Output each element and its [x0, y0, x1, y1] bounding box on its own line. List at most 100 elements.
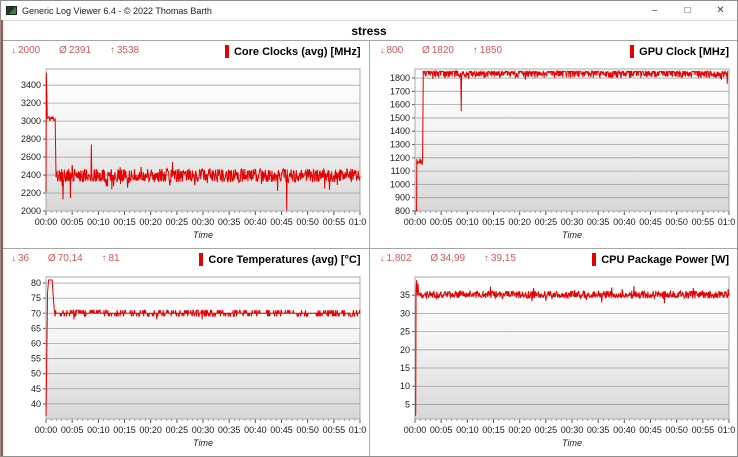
svg-text:00:50: 00:50 [296, 217, 319, 227]
svg-text:Time: Time [562, 230, 582, 240]
svg-text:00:25: 00:25 [534, 425, 557, 435]
legend-color-marker [592, 253, 597, 266]
stat-avg-value: 70,14 [57, 253, 83, 264]
chart-plot-area[interactable]: 800 900 1000 1100 1200 1300 1400 1500 1600 1700 18… [371, 63, 737, 247]
svg-text:25: 25 [399, 327, 409, 337]
max-arrow-icon: ↑ [483, 253, 489, 264]
chart-plot-area[interactable]: 5 10 15 20 25 30 35 00:00 00:05 00:10 00:15 00:20 00… [371, 271, 737, 455]
svg-text:01:00: 01:00 [717, 217, 734, 227]
avg-icon: Ø [59, 45, 67, 56]
svg-text:1500: 1500 [389, 113, 409, 123]
chart-grid: ↓ 2000 Ø 2391 ↑ 3538 Core Clocks (avg) [MHz… [1, 40, 737, 456]
svg-text:35: 35 [399, 290, 409, 300]
svg-text:65: 65 [31, 323, 41, 333]
svg-text:00:20: 00:20 [139, 425, 162, 435]
max-arrow-icon: ↑ [101, 253, 107, 264]
chart-stats: ↓ 2000 Ø 2391 ↑ 3538 [11, 45, 155, 56]
chart-plot-area[interactable]: 40 45 50 55 60 65 70 75 80 00:00 00:05 00:10 00:15 00… [2, 271, 368, 455]
svg-text:00:05: 00:05 [429, 217, 452, 227]
svg-text:00:00: 00:00 [403, 425, 426, 435]
svg-text:75: 75 [31, 293, 41, 303]
app-icon [6, 6, 17, 15]
svg-text:00:35: 00:35 [218, 425, 241, 435]
stat-min: ↓ 1,802 [380, 253, 412, 264]
svg-text:60: 60 [31, 338, 41, 348]
svg-text:2000: 2000 [21, 206, 41, 216]
chart-legend: GPU Clock [MHz] [630, 45, 729, 58]
maximize-button[interactable]: □ [684, 5, 691, 16]
svg-text:00:15: 00:15 [482, 425, 505, 435]
min-arrow-icon: ↓ [379, 45, 385, 56]
max-arrow-icon: ↑ [109, 45, 115, 56]
svg-text:1400: 1400 [389, 126, 409, 136]
stat-avg-value: 34,99 [440, 253, 466, 264]
min-arrow-icon: ↓ [379, 253, 385, 264]
legend-label: CPU Package Power [W] [601, 253, 729, 266]
close-button[interactable]: ✕ [716, 5, 725, 16]
svg-text:00:30: 00:30 [560, 217, 583, 227]
stat-max-value: 81 [108, 253, 120, 264]
avg-icon: Ø [47, 253, 56, 264]
svg-text:00:35: 00:35 [586, 217, 609, 227]
svg-text:00:35: 00:35 [586, 425, 609, 435]
svg-text:1000: 1000 [389, 179, 409, 189]
stat-max: ↑ 1850 [473, 45, 502, 56]
window-title: Generic Log Viewer 6.4 - © 2022 Thomas B… [22, 5, 212, 16]
legend-label: GPU Clock [MHz] [639, 45, 729, 58]
svg-text:01:00: 01:00 [349, 425, 366, 435]
svg-text:01:00: 01:00 [349, 217, 366, 227]
chart-panel-gpu-clock: ↓ 800 Ø 1820 ↑ 1850 GPU Clock [MHz] 800 900 1… [369, 41, 737, 248]
svg-text:00:40: 00:40 [613, 217, 636, 227]
stat-avg-value: 1820 [431, 45, 454, 56]
title-bar[interactable]: Generic Log Viewer 6.4 - © 2022 Thomas B… [1, 1, 737, 21]
svg-text:50: 50 [31, 369, 41, 379]
svg-text:00:00: 00:00 [35, 217, 58, 227]
svg-text:Time: Time [562, 438, 582, 448]
svg-text:00:35: 00:35 [218, 217, 241, 227]
svg-text:00:15: 00:15 [113, 425, 136, 435]
svg-text:00:55: 00:55 [691, 217, 714, 227]
svg-text:2200: 2200 [21, 188, 41, 198]
chart-stats: ↓ 800 Ø 1820 ↑ 1850 [380, 45, 519, 56]
svg-text:00:10: 00:10 [456, 217, 479, 227]
stat-max: ↑ 3538 [110, 45, 139, 56]
svg-text:30: 30 [399, 308, 409, 318]
svg-text:00:40: 00:40 [244, 217, 267, 227]
svg-text:1700: 1700 [389, 86, 409, 96]
svg-text:00:20: 00:20 [139, 217, 162, 227]
minimize-button[interactable]: – [651, 5, 658, 16]
stat-min-value: 1,802 [386, 253, 412, 264]
svg-text:00:45: 00:45 [639, 425, 662, 435]
legend-label: Core Temperatures (avg) [°C] [208, 253, 361, 266]
log-title-text: stress [351, 24, 387, 38]
stat-max-value: 39,15 [490, 253, 516, 264]
svg-text:00:25: 00:25 [166, 425, 189, 435]
stat-max-value: 3538 [116, 45, 140, 56]
svg-text:45: 45 [31, 384, 41, 394]
svg-text:1800: 1800 [389, 73, 409, 83]
svg-text:00:05: 00:05 [61, 217, 84, 227]
chart-plot-area[interactable]: 2000 2200 2400 2600 2800 3000 3200 3400 00:00 00:… [2, 63, 368, 247]
svg-text:2600: 2600 [21, 152, 41, 162]
svg-text:70: 70 [31, 308, 41, 318]
svg-text:00:15: 00:15 [113, 217, 136, 227]
stat-avg: Ø 34,99 [430, 253, 465, 264]
svg-text:2800: 2800 [21, 134, 41, 144]
svg-text:00:20: 00:20 [508, 425, 531, 435]
svg-text:1300: 1300 [389, 140, 409, 150]
chart-stats: ↓ 36 Ø 70,14 ↑ 81 [11, 253, 136, 264]
svg-text:1200: 1200 [389, 153, 409, 163]
svg-text:40: 40 [31, 399, 41, 409]
svg-text:20: 20 [399, 345, 409, 355]
svg-text:00:30: 00:30 [560, 425, 583, 435]
svg-text:00:10: 00:10 [87, 217, 110, 227]
svg-text:00:45: 00:45 [270, 425, 293, 435]
svg-text:3400: 3400 [21, 80, 41, 90]
stat-max-value: 1850 [479, 45, 503, 56]
svg-text:00:00: 00:00 [403, 217, 426, 227]
stat-min: ↓ 800 [380, 45, 404, 56]
svg-text:00:00: 00:00 [35, 425, 58, 435]
svg-text:00:55: 00:55 [691, 425, 714, 435]
max-arrow-icon: ↑ [472, 45, 478, 56]
chart-legend: Core Temperatures (avg) [°C] [199, 253, 361, 266]
